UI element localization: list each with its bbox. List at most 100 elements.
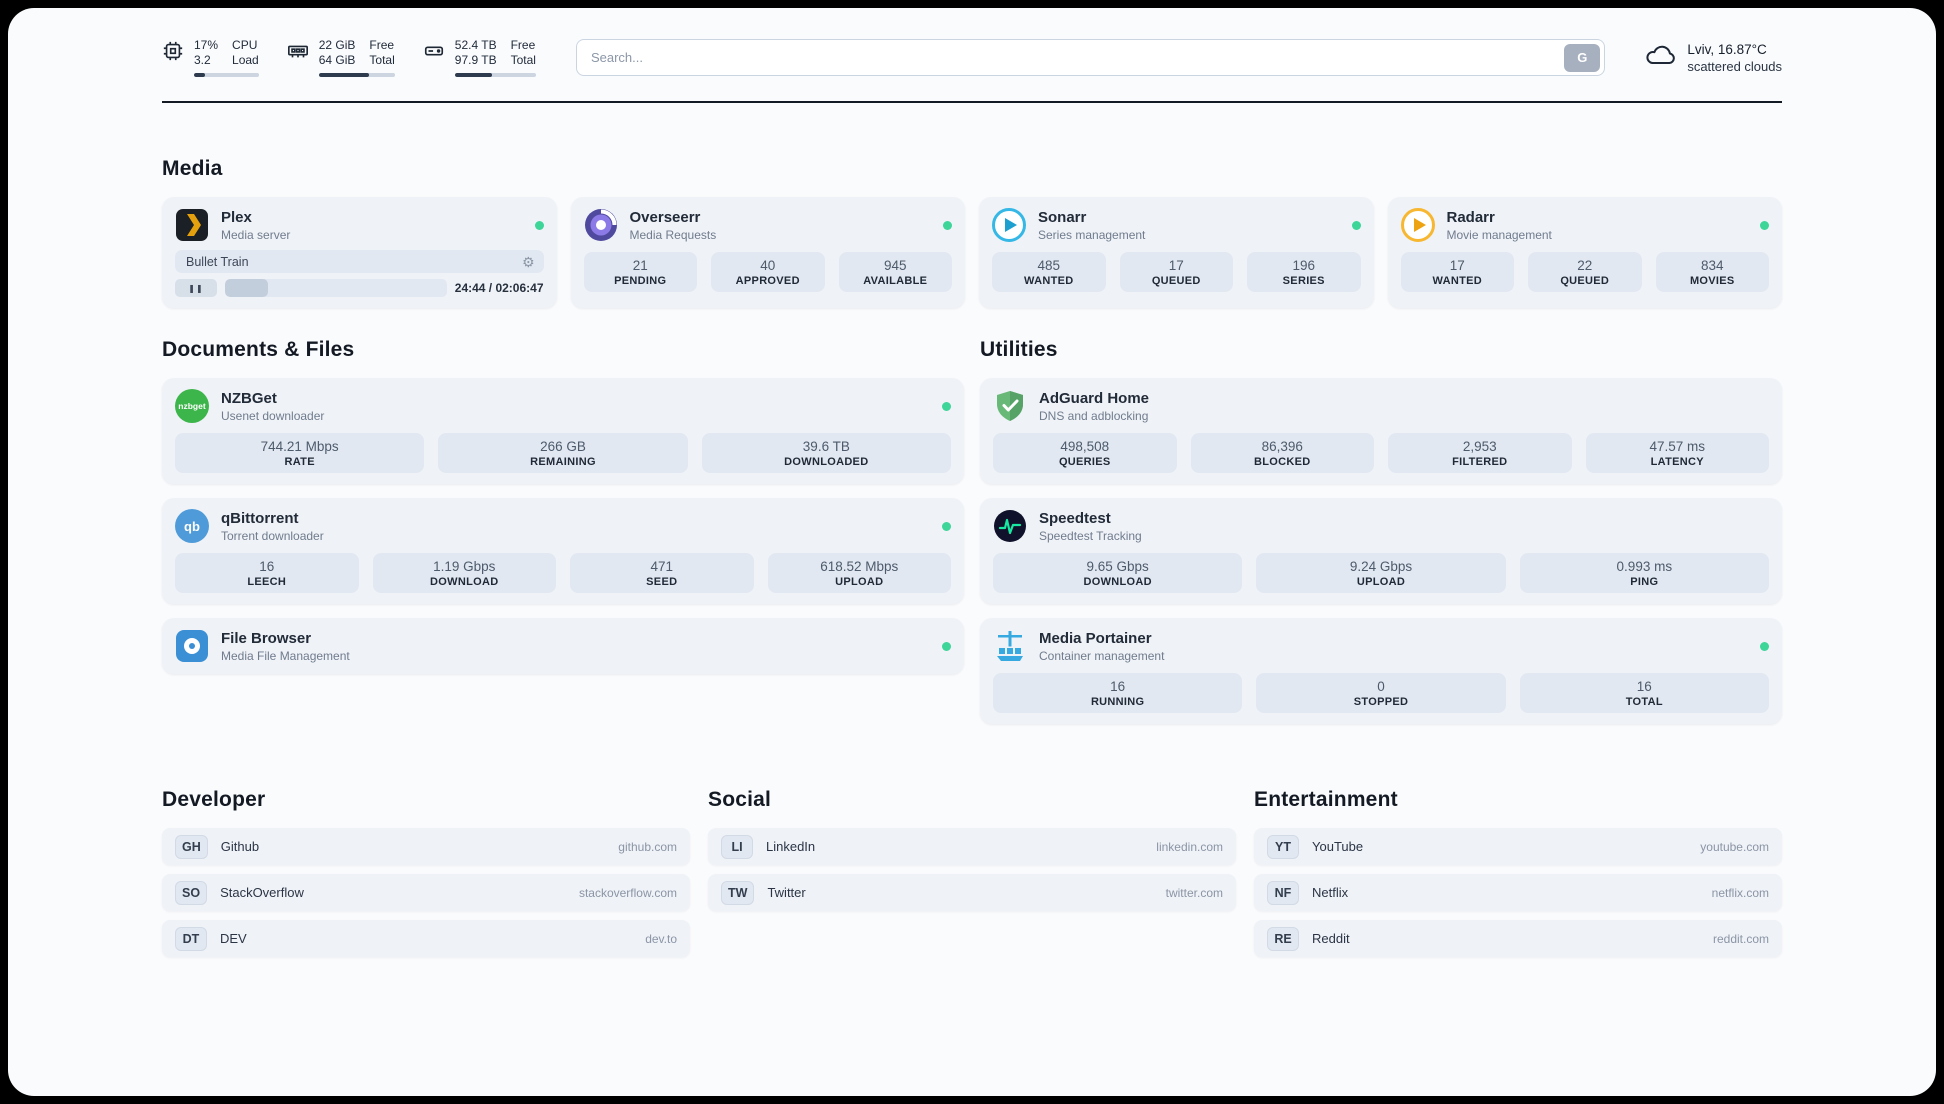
section-title-media: Media	[162, 157, 223, 180]
app-card-sonarr[interactable]: Sonarr Series management 485 WANTED 17 Q…	[979, 197, 1374, 308]
stat-label: BLOCKED	[1254, 456, 1311, 468]
stat-tile: 0.993 ms PING	[1519, 553, 1769, 593]
stat-value: 22	[1577, 258, 1593, 273]
adguard-icon	[993, 389, 1027, 423]
gear-icon[interactable]: ⚙	[521, 253, 535, 270]
cpu-load-label: Load	[232, 53, 259, 67]
app-name: Plex	[221, 208, 252, 226]
stat-value: 47.57 ms	[1649, 439, 1706, 454]
nzbget-icon: nzbget	[175, 389, 209, 423]
cpu-icon	[162, 40, 184, 62]
bookmark-github[interactable]: GH Github github.com	[162, 828, 690, 865]
bookmark-reddit[interactable]: RE Reddit reddit.com	[1254, 920, 1782, 957]
dev-badge: DT	[175, 926, 207, 951]
bookmark-dev[interactable]: DT DEV dev.to	[162, 920, 690, 957]
stat-label: SEED	[646, 576, 678, 588]
memory-progress-fill	[318, 73, 369, 77]
disk-total-label: Total	[510, 53, 536, 67]
section-title-documents: Documents & Files	[162, 338, 355, 361]
app-card-overseerr[interactable]: Overseerr Media Requests 21 PENDING 40 A…	[570, 197, 965, 308]
app-card-qbittorrent[interactable]: qb qBittorrent Torrent downloader 16 LEE…	[162, 498, 964, 604]
radarr-icon	[1400, 208, 1435, 242]
weather-condition: scattered clouds	[1687, 58, 1782, 74]
playback-progress-track[interactable]	[225, 279, 447, 297]
stat-tile: 17 QUEUED	[1119, 252, 1233, 292]
stat-tile: 9.65 Gbps DOWNLOAD	[993, 553, 1243, 593]
status-dot	[1760, 641, 1769, 651]
linkedin-badge: LI	[721, 834, 753, 859]
status-dot	[943, 220, 952, 230]
section-title-entertainment: Entertainment	[1254, 788, 1398, 811]
stat-tile: 196 SERIES	[1247, 252, 1361, 292]
app-card-plex[interactable]: Plex Media server Bullet Train ⚙ ❚❚ 24:4…	[162, 197, 557, 308]
search-input[interactable]	[590, 50, 1565, 65]
app-subtitle: Container management	[1039, 648, 1165, 663]
stat-label: LEECH	[247, 576, 287, 588]
disk-icon	[423, 40, 445, 62]
stat-label: QUEUED	[1151, 275, 1201, 287]
status-dot	[942, 401, 951, 411]
status-dot	[534, 220, 544, 230]
playback-progress-fill	[225, 279, 269, 297]
bookmark-url: netflix.com	[1711, 885, 1769, 900]
app-card-adguard[interactable]: AdGuard Home DNS and adblocking 498,508 …	[980, 378, 1782, 484]
app-subtitle: Series management	[1038, 227, 1146, 242]
app-card-filebrowser[interactable]: File Browser Media File Management	[162, 618, 964, 674]
stat-value: 945	[883, 258, 907, 273]
stat-value: 21	[632, 258, 648, 273]
memory-free-label: Free	[369, 38, 395, 52]
bookmark-stackoverflow[interactable]: SO StackOverflow stackoverflow.com	[162, 874, 690, 911]
bookmark-name: DEV	[220, 931, 247, 946]
speedtest-icon	[993, 509, 1027, 543]
bookmark-name: StackOverflow	[220, 885, 304, 900]
documents-column: Documents & Files nzbget NZBGet Usenet d…	[162, 338, 964, 688]
bookmark-linkedin[interactable]: LI LinkedIn linkedin.com	[708, 828, 1236, 865]
status-dot	[1760, 220, 1769, 230]
stat-tile: 16 RUNNING	[993, 673, 1243, 713]
app-card-nzbget[interactable]: nzbget NZBGet Usenet downloader 744.21 M…	[162, 378, 964, 484]
stat-label: SERIES	[1282, 275, 1325, 287]
stat-tile: 834 MOVIES	[1655, 252, 1769, 292]
app-card-speedtest[interactable]: Speedtest Speedtest Tracking 9.65 Gbps D…	[980, 498, 1782, 604]
bookmark-youtube[interactable]: YT YouTube youtube.com	[1254, 828, 1782, 865]
weather-location: Lviv, 16.87°C	[1687, 41, 1767, 57]
section-title-utilities: Utilities	[980, 338, 1058, 361]
stat-label: UPLOAD	[835, 576, 884, 588]
search-engine-button[interactable]: G	[1564, 43, 1601, 72]
stat-value: 16	[259, 559, 275, 574]
stat-tile: 16 LEECH	[175, 553, 359, 593]
stat-value: 0.993 ms	[1616, 559, 1673, 574]
stat-value: 485	[1037, 258, 1061, 273]
app-subtitle: DNS and adblocking	[1039, 408, 1149, 423]
cpu-widget: 17% 3.2 CPU Load	[162, 38, 259, 77]
disk-free-label: Free	[510, 38, 536, 52]
disk-progress-bar	[454, 73, 536, 77]
stat-value: 834	[1700, 258, 1724, 273]
stat-value: 16	[1636, 679, 1652, 694]
twitter-badge: TW	[721, 880, 755, 905]
bookmark-twitter[interactable]: TW Twitter twitter.com	[708, 874, 1236, 911]
app-card-portainer[interactable]: Media Portainer Container management 16 …	[980, 618, 1782, 724]
app-card-radarr[interactable]: Radarr Movie management 17 WANTED 22 QUE…	[1387, 197, 1782, 308]
stat-tile: 17 WANTED	[1400, 252, 1514, 292]
bookmark-name: LinkedIn	[766, 839, 816, 854]
memory-total-label: Total	[369, 53, 395, 67]
github-badge: GH	[175, 834, 208, 859]
memory-total-value: 64 GiB	[318, 53, 356, 67]
bookmark-netflix[interactable]: NF Netflix netflix.com	[1254, 874, 1782, 911]
qbittorrent-icon-label: qb	[184, 518, 200, 534]
stat-tile: 498,508 QUERIES	[993, 433, 1177, 473]
pause-button[interactable]: ❚❚	[175, 279, 217, 297]
stat-value: 498,508	[1060, 439, 1110, 454]
cloud-icon	[1645, 42, 1677, 73]
memory-widget: 22 GiB 64 GiB Free Total	[287, 38, 395, 77]
bookmark-url: github.com	[618, 839, 677, 854]
social-column: Social LI LinkedIn linkedin.com TW Twitt…	[708, 788, 1236, 920]
search-bar[interactable]: G	[575, 39, 1606, 76]
cpu-label: CPU	[232, 38, 258, 52]
stat-value: 2,953	[1462, 439, 1497, 454]
stat-value: 618.52 Mbps	[820, 559, 899, 574]
stat-tile: 744.21 Mbps RATE	[175, 433, 425, 473]
app-name: NZBGet	[221, 389, 277, 407]
qbittorrent-icon: qb	[175, 509, 209, 543]
